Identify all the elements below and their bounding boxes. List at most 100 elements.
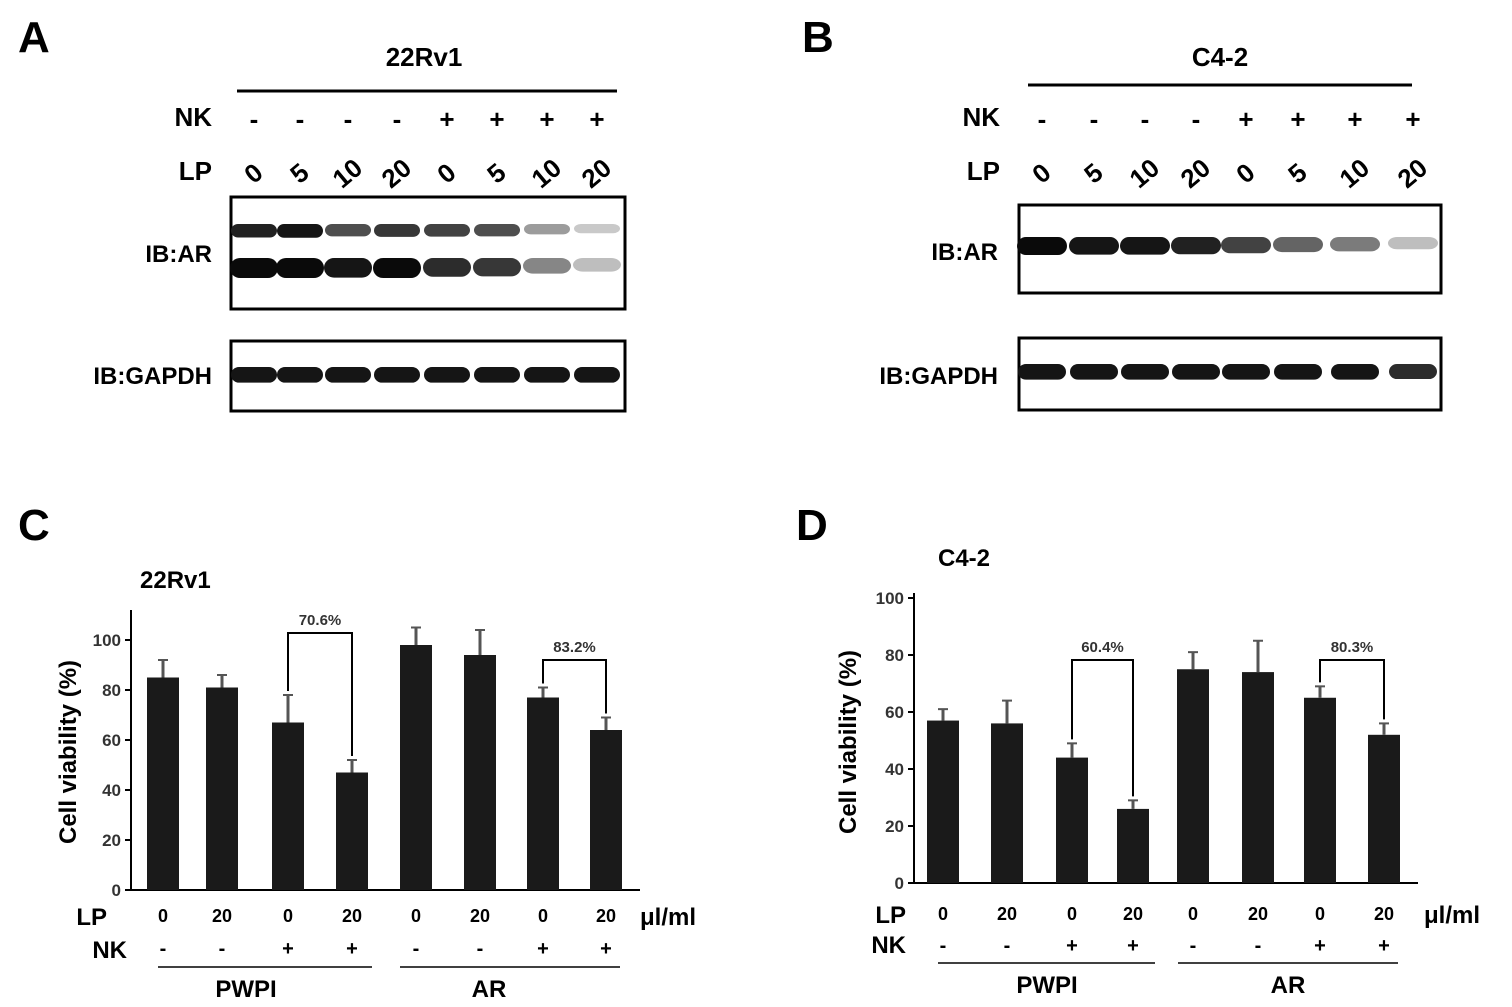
gapdh-band — [1389, 364, 1437, 380]
nk-sign-label: + — [537, 938, 549, 960]
panel-b-nk-label: NK — [962, 102, 1000, 132]
y-tick-label: 0 — [895, 874, 904, 893]
gapdh-band — [1172, 364, 1220, 380]
panel-b-ar-bands — [1017, 237, 1438, 255]
comparison-bracket — [1319, 659, 1385, 720]
panel-d-group2-label: AR — [1271, 972, 1306, 999]
y-tick-label: 20 — [102, 831, 121, 850]
a-nk-sign: - — [296, 104, 305, 134]
ar-band-upper — [277, 224, 323, 238]
bar — [527, 697, 559, 890]
bar — [927, 720, 959, 883]
nk-sign-label: - — [477, 938, 484, 960]
ar-band — [1388, 237, 1438, 250]
b-nk-sign: - — [1038, 104, 1047, 134]
lp-dose-label: 0 — [411, 906, 421, 926]
b-nk-sign: + — [1290, 104, 1305, 134]
y-tick-label: 40 — [885, 760, 904, 779]
nk-sign-label: - — [1190, 935, 1197, 957]
gapdh-band — [277, 367, 323, 383]
comparison-bracket — [542, 659, 607, 714]
ar-band-lower — [276, 258, 324, 278]
nk-sign-label: + — [1314, 935, 1326, 957]
y-tick-label: 20 — [885, 817, 904, 836]
nk-sign-label: + — [1066, 935, 1078, 957]
gapdh-band — [1070, 364, 1118, 380]
ar-band-upper — [574, 224, 620, 234]
gapdh-band — [1222, 364, 1270, 380]
b-nk-sign: - — [1192, 104, 1201, 134]
a-nk-sign: + — [539, 104, 554, 134]
a-nk-sign: + — [589, 104, 604, 134]
ar-band-upper — [231, 224, 277, 238]
comparison-bracket — [1071, 659, 1134, 797]
a-nk-sign: - — [393, 104, 402, 134]
gapdh-band — [325, 367, 371, 383]
panel-d-brackets: 60.4% 80.3% — [1071, 639, 1385, 797]
panel-b-gapdh-bands — [1018, 364, 1437, 380]
lp-dose-label: 20 — [342, 906, 362, 926]
bar — [336, 772, 368, 890]
nk-sign-label: - — [160, 938, 167, 960]
panel-a-gapdh-bands — [231, 367, 620, 383]
ar-band-lower — [523, 258, 571, 274]
panel-d-nk-label: NK — [871, 932, 906, 959]
panel-d-bars — [927, 639, 1400, 883]
panel-a-ar-bands — [230, 224, 621, 278]
nk-sign-label: + — [346, 938, 358, 960]
panel-d-conditions: 0 - 20 - 0 +20 +0 - 20 - 0 +20 + — [938, 904, 1394, 957]
ar-band-lower — [473, 258, 521, 277]
b-nk-sign: + — [1238, 104, 1253, 134]
lp-dose-label: 20 — [1248, 904, 1268, 924]
bar — [1056, 757, 1088, 883]
panel-a-ar-blot-frame — [229, 195, 627, 311]
ar-band-upper — [524, 224, 570, 235]
y-tick-label: 40 — [102, 781, 121, 800]
gapdh-band — [424, 367, 470, 383]
y-tick-label: 60 — [102, 731, 121, 750]
panel-d-letter: D — [796, 501, 828, 550]
lp-dose-label: 0 — [1188, 904, 1198, 924]
lp-dose-label: 0 — [1315, 904, 1325, 924]
panel-b-nk-signs: - - - - + + + + — [1038, 104, 1421, 134]
bar — [400, 645, 432, 890]
panel-a-ar-label: IB:AR — [145, 241, 212, 268]
nk-sign-label: - — [1004, 935, 1011, 957]
gapdh-band — [1018, 364, 1066, 380]
bar — [272, 722, 304, 890]
panel-c-title: 22Rv1 — [140, 567, 211, 594]
panel-a-lp-label: LP — [179, 156, 212, 186]
bracket-label: 60.4% — [1081, 639, 1124, 656]
b-nk-sign: - — [1141, 104, 1150, 134]
ar-band-upper — [474, 224, 520, 237]
panel-d-group1-label: PWPI — [1016, 972, 1077, 999]
bar — [590, 730, 622, 890]
panel-d-lp-label: LP — [875, 902, 906, 929]
gapdh-band — [1331, 364, 1379, 380]
bar — [1177, 669, 1209, 883]
nk-sign-label: + — [1127, 935, 1139, 957]
gapdh-band — [474, 367, 520, 383]
panel-c-nk-label: NK — [92, 937, 127, 964]
ar-band-upper — [374, 224, 420, 237]
y-tick-label: 100 — [876, 589, 904, 608]
panel-c-group1-label: PWPI — [215, 976, 276, 1003]
ar-band — [1273, 237, 1323, 253]
bracket-label: 70.6% — [299, 612, 342, 629]
lp-dose-label: 20 — [1123, 904, 1143, 924]
b-nk-sign: - — [1090, 104, 1099, 134]
lp-dose-label: 0 — [538, 906, 548, 926]
bar — [1368, 734, 1400, 883]
ar-band — [1017, 237, 1067, 255]
lp-dose-label: 0 — [283, 906, 293, 926]
a-nk-sign: - — [250, 104, 259, 134]
ar-band-lower — [423, 258, 471, 277]
panel-d-ylabel: Cell viability (%) — [835, 650, 862, 834]
bar — [206, 687, 238, 890]
panel-c-brackets: 70.6% 83.2% — [287, 612, 607, 756]
panel-c-letter: C — [18, 501, 50, 550]
y-tick-label: 60 — [885, 703, 904, 722]
